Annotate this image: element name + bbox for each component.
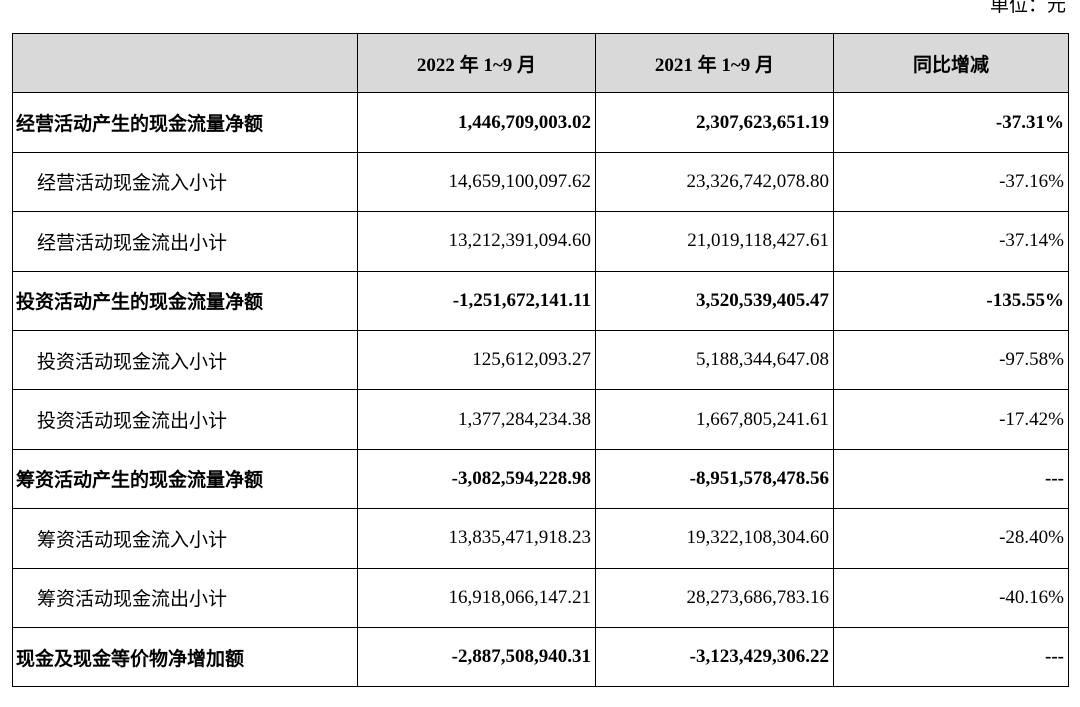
- section-row: 经营活动产生的现金流量净额 1,446,709,003.02 2,307,623,6…: [12, 92, 1069, 153]
- row-label: 筹资活动现金流入小计: [12, 508, 358, 569]
- column-header: 2021 年 1~9 月: [595, 32, 834, 94]
- row-value: 13,835,471,918.23: [357, 508, 596, 569]
- row-value: -2,887,508,940.31: [357, 626, 596, 688]
- row-value: 14,659,100,097.62: [357, 151, 596, 213]
- row-label: 经营活动产生的现金流量净额: [12, 92, 358, 153]
- column-header: 2022 年 1~9 月: [357, 32, 596, 94]
- header-row: 2022 年 1~9 月 2021 年 1~9 月同比增减: [12, 32, 1069, 94]
- row-value: ---: [833, 448, 1069, 510]
- row-value: 1,446,709,003.02: [357, 92, 596, 153]
- row-value: 13,212,391,094.60: [357, 211, 596, 272]
- row-value: 2,307,623,651.19: [595, 92, 834, 153]
- unit-note: 单位：元: [989, 0, 1066, 16]
- row-value: ---: [833, 626, 1069, 688]
- row-value: 125,612,093.27: [357, 329, 596, 391]
- row-value: -28.40%: [833, 508, 1069, 569]
- row-label: 投资活动现金流出小计: [12, 389, 358, 450]
- row-value: 1,377,284,234.38: [357, 389, 596, 450]
- item-row: 筹资活动现金流入小计 13,835,471,918.23 19,322,108,30…: [12, 508, 1069, 569]
- row-value: 23,326,742,078.80: [595, 151, 834, 213]
- row-label: 经营活动现金流入小计: [12, 151, 358, 213]
- row-value: -135.55%: [833, 270, 1069, 331]
- row-value: -3,123,429,306.22: [595, 626, 834, 688]
- section-row: 现金及现金等价物净增加额 -2,887,508,940.31 -3,123,429,…: [12, 626, 1069, 688]
- row-value: -17.42%: [833, 389, 1069, 450]
- row-value: -97.58%: [833, 329, 1069, 391]
- row-value: -3,082,594,228.98: [357, 448, 596, 510]
- row-value: 1,667,805,241.61: [595, 389, 834, 450]
- item-row: 经营活动现金流入小计 14,659,100,097.62 23,326,742,07…: [12, 151, 1069, 213]
- cash-flow-table: 2022 年 1~9 月 2021 年 1~9 月同比增减 经营活动产生的现金流量…: [12, 32, 1069, 688]
- row-value: -37.16%: [833, 151, 1069, 213]
- section-row: 投资活动产生的现金流量净额 -1,251,672,141.11 3,520,539,…: [12, 270, 1069, 331]
- table-body: 经营活动产生的现金流量净额 1,446,709,003.02 2,307,623,6…: [12, 92, 1069, 688]
- column-header: [12, 32, 358, 94]
- row-value: 28,273,686,783.16: [595, 567, 834, 628]
- section-row: 筹资活动产生的现金流量净额 -3,082,594,228.98 -8,951,578…: [12, 448, 1069, 510]
- row-value: -37.31%: [833, 92, 1069, 153]
- item-row: 经营活动现金流出小计 13,212,391,094.60 21,019,118,42…: [12, 211, 1069, 272]
- item-row: 投资活动现金流出小计 1,377,284,234.38 1,667,805,241.…: [12, 389, 1069, 450]
- row-value: -8,951,578,478.56: [595, 448, 834, 510]
- row-value: 19,322,108,304.60: [595, 508, 834, 569]
- row-value: 3,520,539,405.47: [595, 270, 834, 331]
- row-label: 现金及现金等价物净增加额: [12, 626, 358, 688]
- row-value: -1,251,672,141.11: [357, 270, 596, 331]
- row-label: 经营活动现金流出小计: [12, 211, 358, 272]
- row-value: -40.16%: [833, 567, 1069, 628]
- row-label: 投资活动产生的现金流量净额: [12, 270, 358, 331]
- row-value: 16,918,066,147.21: [357, 567, 596, 628]
- item-row: 投资活动现金流入小计 125,612,093.27 5,188,344,647.08…: [12, 329, 1069, 391]
- column-header: 同比增减: [833, 32, 1069, 94]
- row-label: 筹资活动现金流出小计: [12, 567, 358, 628]
- row-label: 筹资活动产生的现金流量净额: [12, 448, 358, 510]
- item-row: 筹资活动现金流出小计 16,918,066,147.21 28,273,686,78…: [12, 567, 1069, 628]
- row-value: -37.14%: [833, 211, 1069, 272]
- row-label: 投资活动现金流入小计: [12, 329, 358, 391]
- row-value: 5,188,344,647.08: [595, 329, 834, 391]
- row-value: 21,019,118,427.61: [595, 211, 834, 272]
